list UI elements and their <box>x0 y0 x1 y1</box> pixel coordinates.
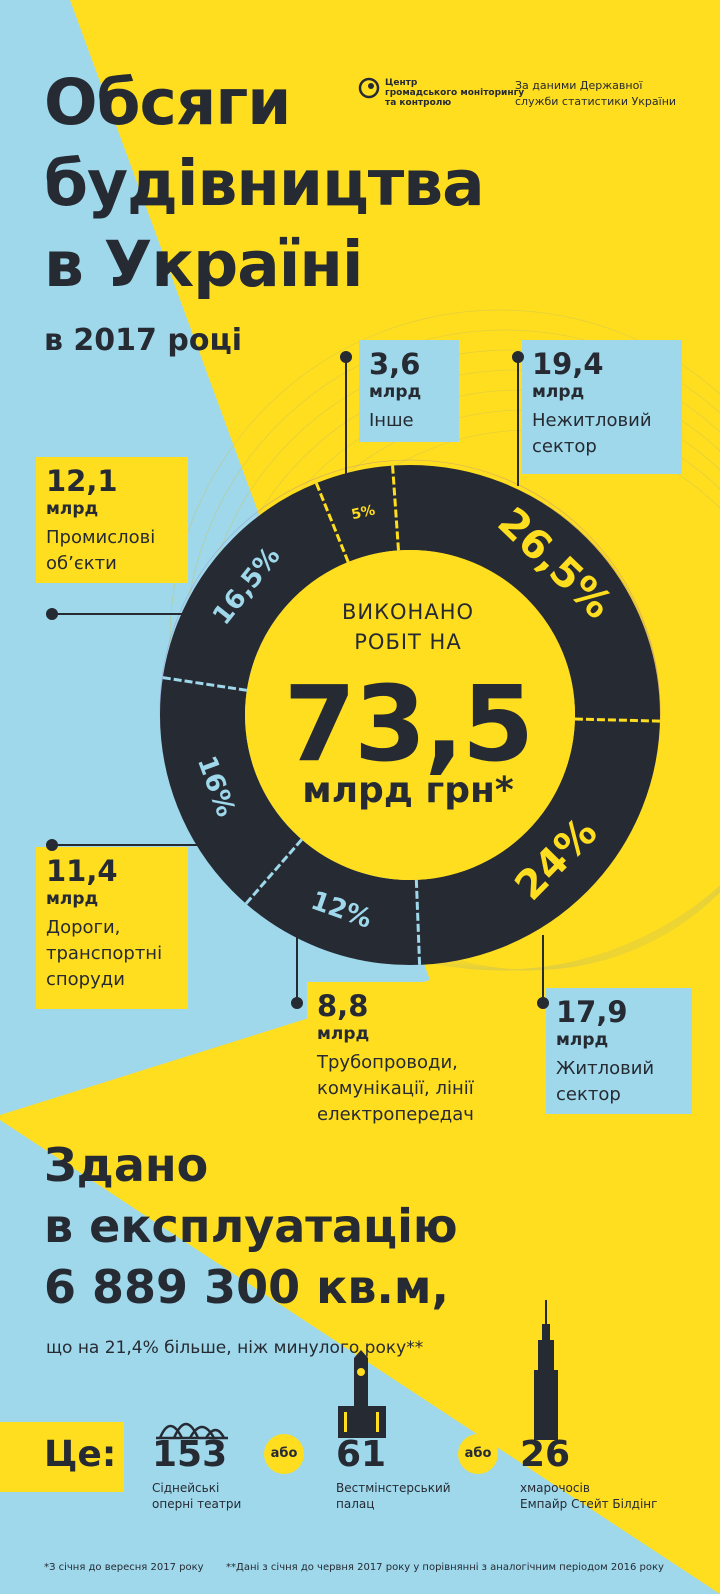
slice-separator <box>314 482 350 563</box>
comparison-label-line: Емпайр Стейт Білдінг <box>520 1497 658 1511</box>
callout-unit: млрд <box>46 499 99 519</box>
comparison-value-empire: 26 <box>520 1434 571 1475</box>
footnote-2: **Дані з січня до червня 2017 року у пор… <box>226 1562 664 1573</box>
callout-label: Нежитловий сектор <box>532 408 672 460</box>
logo-line: та контролю <box>385 98 452 108</box>
commissioned-line: Здано <box>44 1138 209 1192</box>
logo-line: громадського моніторингу <box>385 88 525 98</box>
center-unit: млрд грн* <box>302 770 514 811</box>
callout-label: Інше <box>369 410 414 431</box>
comparison-label-line: оперні театри <box>152 1497 242 1511</box>
slice-separator <box>391 465 400 551</box>
slice-separator <box>414 879 422 965</box>
center-total: 73,5 <box>283 663 535 785</box>
callout-roads: 11,4 млрд Дороги, транспортні споруди <box>36 847 188 1009</box>
comparison-value-westminster: 61 <box>336 1434 387 1475</box>
opera-house-icon <box>156 1422 228 1440</box>
callout-label-line: сектор <box>556 1084 621 1105</box>
source-note: За даними Державної служби статистики Ук… <box>515 78 676 110</box>
callout-unit: млрд <box>556 1030 609 1050</box>
comparison-value-opera: 153 <box>152 1434 228 1475</box>
donut-ring <box>160 465 660 965</box>
callout-label-line: електропередач <box>317 1104 474 1125</box>
commissioned-line: в експлуатацію <box>44 1199 458 1253</box>
westminster-palace-icon <box>338 1350 386 1438</box>
slice-separator <box>574 717 660 723</box>
slice-label: 5% <box>350 502 377 523</box>
callout-unit: млрд <box>369 382 422 402</box>
callout-label-line: Промислові <box>46 527 156 548</box>
callout-label-line: об’єкти <box>46 553 117 574</box>
empire-state-building-icon <box>534 1300 558 1440</box>
callout-value: 11,4 <box>46 854 118 888</box>
comparison-label-line: Сіднейські <box>152 1481 220 1495</box>
slice-separator <box>244 838 303 905</box>
callout-value: 3,6 <box>369 347 421 381</box>
comparison-label-line: Вестмінстерський <box>336 1481 451 1495</box>
comparison-label: Це: <box>44 1434 117 1475</box>
callout-label-line: Житловий <box>556 1058 655 1079</box>
center-line: РОБІТ НА <box>354 630 462 654</box>
callout-label: Житловий сектор <box>556 1056 682 1108</box>
logo-line: Центр <box>385 78 418 88</box>
logo-text: Центр громадського моніторингу та контро… <box>385 78 524 108</box>
callout-pipelines: 8,8 млрд Трубопроводи, комунікації, ліні… <box>307 982 503 1142</box>
callout-label: Трубопроводи, комунікації, лінії електро… <box>317 1050 493 1128</box>
page-subtitle: в 2017 році <box>44 323 242 358</box>
footnote-1: *З січня до вересня 2017 року <box>44 1562 204 1573</box>
callout-unit: млрд <box>46 889 99 909</box>
title-line-2: будівництва <box>44 147 485 220</box>
page-title: Обсяги будівництва в Україні <box>44 62 485 305</box>
comparison-label-box: Це: <box>0 1422 124 1492</box>
commissioned-note: що на 21,4% більше, ніж минулого року** <box>46 1338 424 1358</box>
comparison-label-westminster: Вестмінстерський палац <box>336 1480 451 1512</box>
title-line-1: Обсяги <box>44 66 291 139</box>
callout-nonresidential: 19,4 млрд Нежитловий сектор <box>522 340 682 474</box>
or-badge-2: або <box>458 1434 498 1474</box>
comparison-label-line: палац <box>336 1497 375 1511</box>
callout-label: Промислові об’єкти <box>46 525 178 577</box>
callout-label-line: Трубопроводи, <box>317 1052 458 1073</box>
or-badge-1: або <box>264 1434 304 1474</box>
source-line: служби статистики України <box>515 95 677 108</box>
callout-other: 3,6 млрд Інше <box>359 340 459 442</box>
callout-label-line: Дороги, <box>46 917 121 938</box>
title-line-3: в Україні <box>44 228 363 301</box>
callout-value: 8,8 <box>317 989 369 1023</box>
callout-label-line: споруди <box>46 969 125 990</box>
commissioned-line: 6 889 300 кв.м, <box>44 1260 449 1314</box>
logo-icon <box>357 76 381 100</box>
donut-center <box>245 550 575 880</box>
callout-residential: 17,9 млрд Житловий сектор <box>546 988 692 1114</box>
center-caption: ВИКОНАНО РОБІТ НА <box>318 597 498 657</box>
commissioned-headline: Здано в експлуатацію 6 889 300 кв.м, <box>44 1135 458 1318</box>
callout-industry: 12,1 млрд Промислові об’єкти <box>36 457 188 583</box>
callout-label: Дороги, транспортні споруди <box>46 915 178 993</box>
callout-unit: млрд <box>532 382 585 402</box>
callout-value: 17,9 <box>556 995 628 1029</box>
callout-label-line: комунікації, лінії <box>317 1078 474 1099</box>
callout-unit: млрд <box>317 1024 370 1044</box>
comparison-label-opera: Сіднейські оперні театри <box>152 1480 241 1512</box>
center-line: ВИКОНАНО <box>341 600 475 624</box>
callout-label-line: сектор <box>532 436 597 457</box>
callout-value: 12,1 <box>46 464 118 498</box>
comparison-label-line: хмарочосів <box>520 1481 590 1495</box>
callout-label-line: Нежитловий <box>532 410 652 431</box>
donut-chart: 5% 26,5%24%12%16%16,5% <box>160 465 660 965</box>
slice-separator <box>162 676 248 692</box>
callout-label-line: транспортні <box>46 943 163 964</box>
callout-value: 19,4 <box>532 347 604 381</box>
source-line: За даними Державної <box>515 79 643 92</box>
comparison-label-empire: хмарочосів Емпайр Стейт Білдінг <box>520 1480 657 1512</box>
